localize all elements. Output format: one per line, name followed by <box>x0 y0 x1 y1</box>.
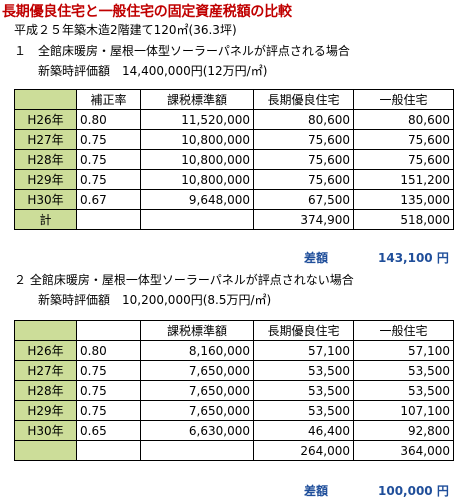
table-row: H26年 0.80 8,160,000 57,100 57,100 <box>14 340 454 361</box>
long-term-cell: 67,500 <box>253 189 354 210</box>
year-cell: H26年 <box>14 340 77 361</box>
base-cell: 10,800,000 <box>140 169 254 190</box>
rate-cell: 0.75 <box>76 380 141 401</box>
total-label-cell <box>14 440 77 461</box>
rate-cell: 0.75 <box>76 169 141 190</box>
table-row: H27年 0.75 7,650,000 53,500 53,500 <box>14 360 454 381</box>
base-cell: 6,630,000 <box>140 420 254 441</box>
base-cell: 7,650,000 <box>140 360 254 381</box>
table-row: H29年 0.75 7,650,000 53,500 107,100 <box>14 400 454 421</box>
long-term-cell: 53,500 <box>253 400 354 421</box>
header-cell: 補正率 <box>76 89 141 110</box>
rate-cell: 0.67 <box>76 189 141 210</box>
base-cell: 11,520,000 <box>140 109 254 130</box>
general-cell: 53,500 <box>353 380 454 401</box>
section2-diff-label: 差額 <box>304 484 329 498</box>
year-cell: H30年 <box>14 420 77 441</box>
section1-diff-value: 143,100 円 <box>378 251 449 265</box>
table-row: H28年 0.75 7,650,000 53,500 53,500 <box>14 380 454 401</box>
header-cell: 一般住宅 <box>353 320 454 341</box>
section2-diff-value: 100,000 円 <box>378 484 449 498</box>
table-row: H30年 0.65 6,630,000 46,400 92,800 <box>14 420 454 441</box>
table-row: H27年 0.75 10,800,000 75,600 75,600 <box>14 129 454 150</box>
section1-valuation: 新築時評価額 14,400,000円(12万円/㎡) <box>38 64 268 78</box>
empty-cell <box>76 440 141 461</box>
table-row: H28年 0.75 10,800,000 75,600 75,600 <box>14 149 454 170</box>
rate-cell: 0.75 <box>76 129 141 150</box>
header-cell: 長期優良住宅 <box>253 89 354 110</box>
total-general-cell: 518,000 <box>353 209 454 230</box>
rate-cell: 0.80 <box>76 340 141 361</box>
total-long-term-cell: 264,000 <box>253 440 354 461</box>
general-cell: 135,000 <box>353 189 454 210</box>
header-cell: 一般住宅 <box>353 89 454 110</box>
total-row: 264,000 364,000 <box>14 440 454 461</box>
year-cell: H29年 <box>14 169 77 190</box>
section1-heading: １ 全館床暖房・屋根一体型ソーラーパネルが評点される場合 <box>14 44 350 58</box>
general-cell: 80,600 <box>353 109 454 130</box>
header-cell <box>76 320 141 341</box>
total-row: 計 374,900 518,000 <box>14 209 454 230</box>
long-term-cell: 75,600 <box>253 129 354 150</box>
base-cell: 9,648,000 <box>140 189 254 210</box>
general-cell: 75,600 <box>353 149 454 170</box>
table-row: H30年 0.67 9,648,000 67,500 135,000 <box>14 189 454 210</box>
year-cell: H29年 <box>14 400 77 421</box>
header-cell: 課税標準額 <box>140 89 254 110</box>
long-term-cell: 57,100 <box>253 340 354 361</box>
general-cell: 92,800 <box>353 420 454 441</box>
base-cell: 10,800,000 <box>140 129 254 150</box>
long-term-cell: 46,400 <box>253 420 354 441</box>
year-cell: H28年 <box>14 149 77 170</box>
general-cell: 57,100 <box>353 340 454 361</box>
total-long-term-cell: 374,900 <box>253 209 354 230</box>
rate-cell: 0.80 <box>76 109 141 130</box>
section1-diff-label: 差額 <box>304 251 329 265</box>
header-cell: 課税標準額 <box>140 320 254 341</box>
base-cell: 10,800,000 <box>140 149 254 170</box>
rate-cell: 0.75 <box>76 360 141 381</box>
table-row: H26年 0.80 11,520,000 80,600 80,600 <box>14 109 454 130</box>
long-term-cell: 75,600 <box>253 149 354 170</box>
rate-cell: 0.65 <box>76 420 141 441</box>
header-cell: 長期優良住宅 <box>253 320 354 341</box>
table-row: H29年 0.75 10,800,000 75,600 151,200 <box>14 169 454 190</box>
section1-table: 補正率 課税標準額 長期優良住宅 一般住宅 H26年 0.80 11,520,0… <box>14 89 454 230</box>
rate-cell: 0.75 <box>76 149 141 170</box>
rate-cell: 0.75 <box>76 400 141 421</box>
subtitle: 平成２５年築木造2階建て120㎡(36.3坪) <box>14 23 237 37</box>
empty-cell <box>140 209 254 230</box>
total-general-cell: 364,000 <box>353 440 454 461</box>
empty-cell <box>76 209 141 230</box>
year-cell: H27年 <box>14 129 77 150</box>
long-term-cell: 75,600 <box>253 169 354 190</box>
base-cell: 7,650,000 <box>140 400 254 421</box>
base-cell: 7,650,000 <box>140 380 254 401</box>
header-cell <box>14 89 77 110</box>
header-cell <box>14 320 77 341</box>
base-cell: 8,160,000 <box>140 340 254 361</box>
year-cell: H28年 <box>14 380 77 401</box>
general-cell: 53,500 <box>353 360 454 381</box>
year-cell: H26年 <box>14 109 77 130</box>
year-cell: H27年 <box>14 360 77 381</box>
empty-cell <box>140 440 254 461</box>
year-cell: H30年 <box>14 189 77 210</box>
table-header-row: 補正率 課税標準額 長期優良住宅 一般住宅 <box>14 89 454 110</box>
general-cell: 75,600 <box>353 129 454 150</box>
page-title: 長期優良住宅と一般住宅の固定資産税額の比較 <box>2 4 292 20</box>
long-term-cell: 53,500 <box>253 380 354 401</box>
long-term-cell: 80,600 <box>253 109 354 130</box>
table-header-row: 課税標準額 長期優良住宅 一般住宅 <box>14 320 454 341</box>
general-cell: 151,200 <box>353 169 454 190</box>
section2-heading: ２ 全館床暖房・屋根一体型ソーラーパネルが評点されない場合 <box>14 273 354 287</box>
total-label-cell: 計 <box>14 209 77 230</box>
section2-table: 課税標準額 長期優良住宅 一般住宅 H26年 0.80 8,160,000 57… <box>14 320 454 461</box>
general-cell: 107,100 <box>353 400 454 421</box>
section2-valuation: 新築時評価額 10,200,000円(8.5万円/㎡) <box>38 293 272 307</box>
long-term-cell: 53,500 <box>253 360 354 381</box>
